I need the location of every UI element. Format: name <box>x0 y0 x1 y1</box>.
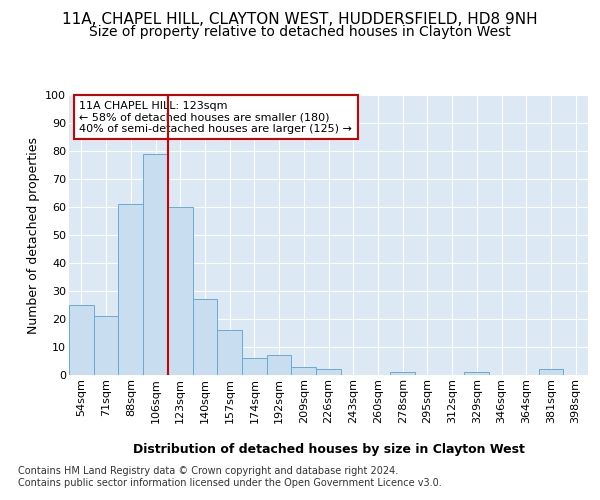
Bar <box>539 370 563 375</box>
Bar <box>390 372 415 375</box>
Bar <box>292 366 316 375</box>
Bar <box>69 305 94 375</box>
Bar <box>316 370 341 375</box>
Bar <box>143 154 168 375</box>
Text: Size of property relative to detached houses in Clayton West: Size of property relative to detached ho… <box>89 25 511 39</box>
Bar <box>94 316 118 375</box>
Bar <box>168 207 193 375</box>
Y-axis label: Number of detached properties: Number of detached properties <box>26 136 40 334</box>
Text: Contains HM Land Registry data © Crown copyright and database right 2024.
Contai: Contains HM Land Registry data © Crown c… <box>18 466 442 487</box>
Text: 11A, CHAPEL HILL, CLAYTON WEST, HUDDERSFIELD, HD8 9NH: 11A, CHAPEL HILL, CLAYTON WEST, HUDDERSF… <box>62 12 538 28</box>
Bar <box>118 204 143 375</box>
Text: 11A CHAPEL HILL: 123sqm
← 58% of detached houses are smaller (180)
40% of semi-d: 11A CHAPEL HILL: 123sqm ← 58% of detache… <box>79 100 352 134</box>
Bar <box>464 372 489 375</box>
Bar <box>193 300 217 375</box>
Bar <box>242 358 267 375</box>
Bar <box>267 356 292 375</box>
Text: Distribution of detached houses by size in Clayton West: Distribution of detached houses by size … <box>133 442 525 456</box>
Bar <box>217 330 242 375</box>
